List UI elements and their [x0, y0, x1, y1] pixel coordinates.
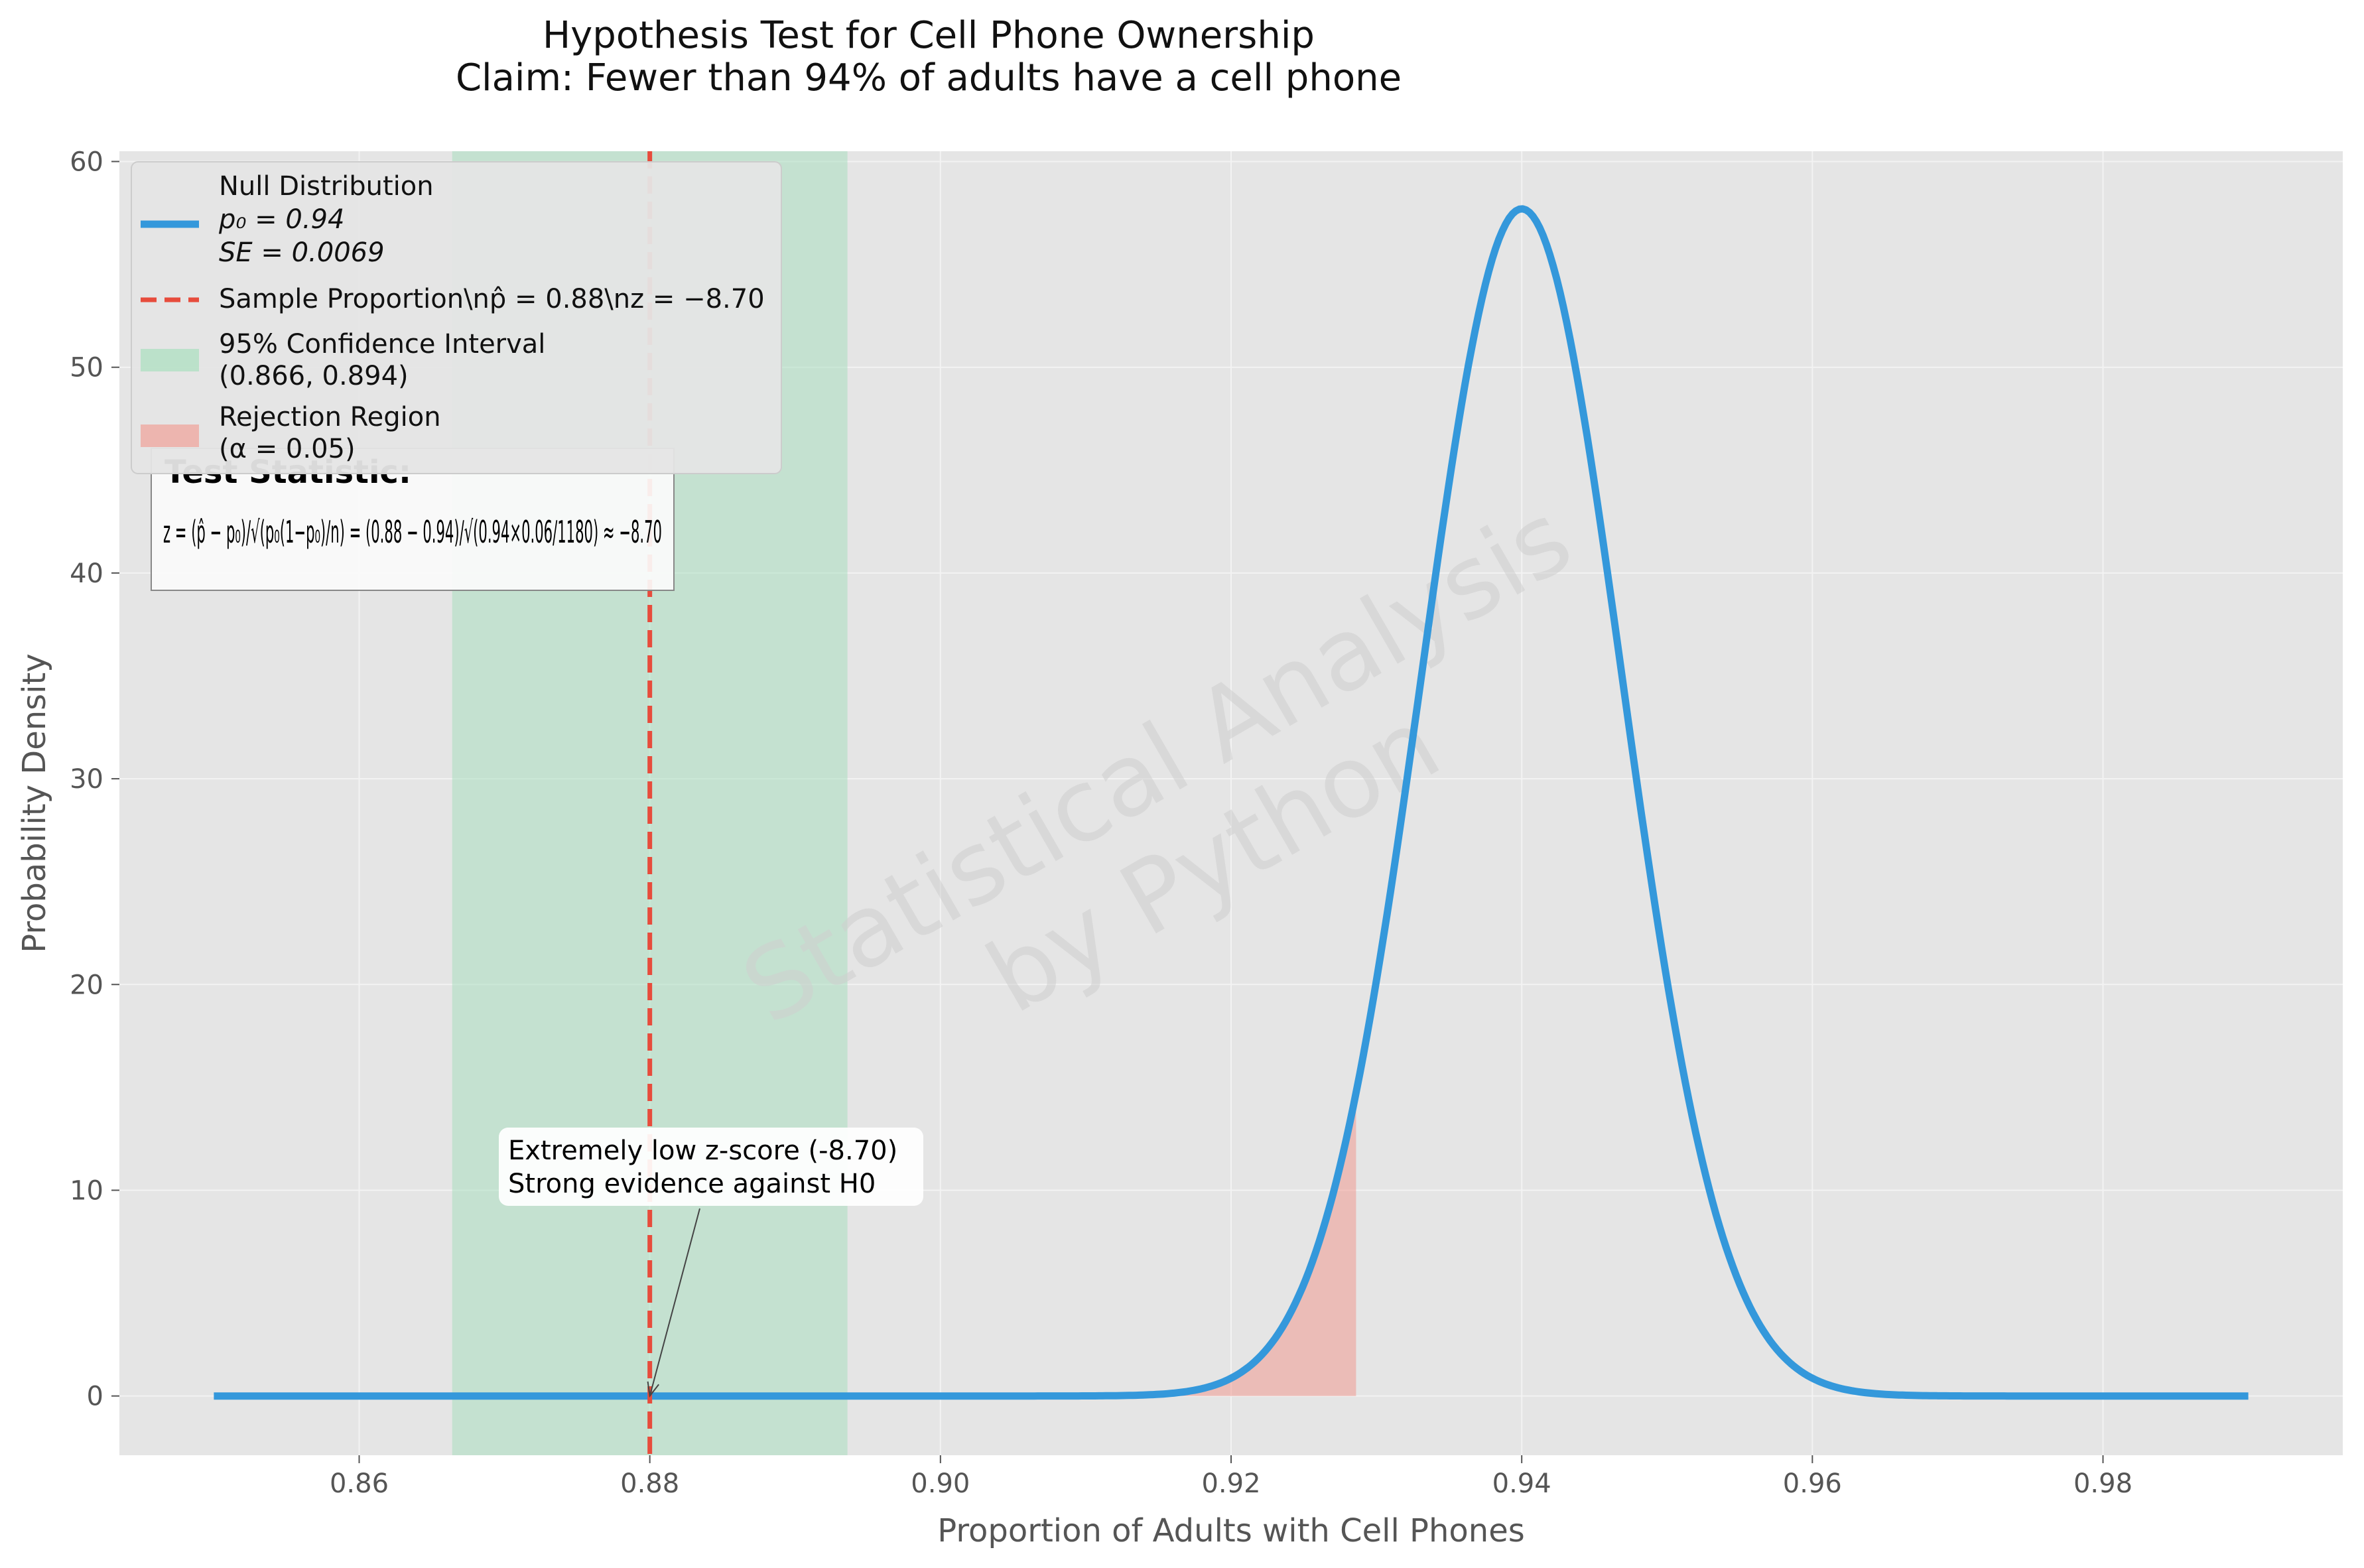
y-tick-label-3: 30: [70, 764, 103, 795]
x-tick-label-5: 0.96: [1783, 1469, 1842, 1499]
legend-null-line3: SE = 0.0069: [219, 237, 385, 268]
null-distribution-curve: [214, 205, 2249, 1400]
annotation-line2: Strong evidence against H0: [508, 1169, 876, 1199]
legend-ci-line2: (0.866, 0.894): [219, 361, 409, 391]
annotation-box: [499, 1128, 923, 1206]
y-tick-label-2: 20: [70, 970, 103, 1000]
legend-rejection-line1: Rejection Region: [219, 402, 441, 432]
x-tick-label-3: 0.92: [1201, 1469, 1260, 1499]
x-tick-label-1: 0.88: [620, 1469, 679, 1499]
legend-null-line2: p₀ = 0.94: [218, 204, 344, 235]
chart-title-line2: Claim: Fewer than 94% of adults have a c…: [456, 56, 1402, 99]
y-tick-label-6: 60: [70, 147, 103, 178]
x-axis-label: Proportion of Adults with Cell Phones: [937, 1512, 1525, 1549]
y-tick-label-0: 0: [87, 1382, 103, 1412]
y-tick-label-1: 10: [70, 1175, 103, 1206]
legend-rejection-swatch: [141, 425, 199, 447]
legend-sample-label: Sample Proportion\np̂ = 0.88\nz = −8.70: [219, 284, 765, 314]
y-axis-ticks: 0 10 20 30 40 50 60: [70, 147, 119, 1412]
y-axis-label: Probability Density: [16, 653, 53, 952]
legend-frame: [131, 161, 782, 474]
test-statistic-formula: z = (p̂ − p₀)/√(p₀(1−p₀)/n) = (0.88 − 0.…: [163, 514, 662, 550]
annotation: Extremely low z-score (-8.70) Strong evi…: [499, 1128, 923, 1398]
chart-title-line1: Hypothesis Test for Cell Phone Ownership: [543, 14, 1315, 57]
y-tick-label-5: 50: [70, 353, 103, 383]
annotation-arrowhead: [647, 1381, 659, 1398]
legend-rejection-line2: (α = 0.05): [219, 434, 356, 464]
legend: Null Distribution p₀ = 0.94 SE = 0.0069 …: [131, 161, 782, 474]
x-tick-label-0: 0.86: [330, 1469, 389, 1499]
y-tick-label-4: 40: [70, 558, 103, 589]
x-tick-label-2: 0.90: [911, 1469, 970, 1499]
annotation-arrow: [649, 1208, 700, 1396]
x-tick-label-6: 0.98: [2073, 1469, 2133, 1499]
legend-ci-line1: 95% Confidence Interval: [219, 329, 545, 359]
legend-null-line1: Null Distribution: [219, 171, 434, 202]
x-tick-label-4: 0.94: [1492, 1469, 1551, 1499]
annotation-line1: Extremely low z-score (-8.70): [508, 1136, 897, 1166]
x-axis-ticks: 0.86 0.88 0.90 0.92 0.94 0.96 0.98: [330, 1455, 2133, 1499]
legend-ci-swatch: [141, 349, 199, 371]
